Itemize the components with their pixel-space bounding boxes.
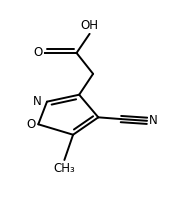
Text: CH₃: CH₃ bbox=[54, 162, 75, 175]
Text: N: N bbox=[149, 114, 157, 127]
Text: O: O bbox=[27, 118, 36, 131]
Text: N: N bbox=[33, 95, 42, 108]
Text: OH: OH bbox=[81, 19, 99, 32]
Text: O: O bbox=[33, 46, 43, 59]
